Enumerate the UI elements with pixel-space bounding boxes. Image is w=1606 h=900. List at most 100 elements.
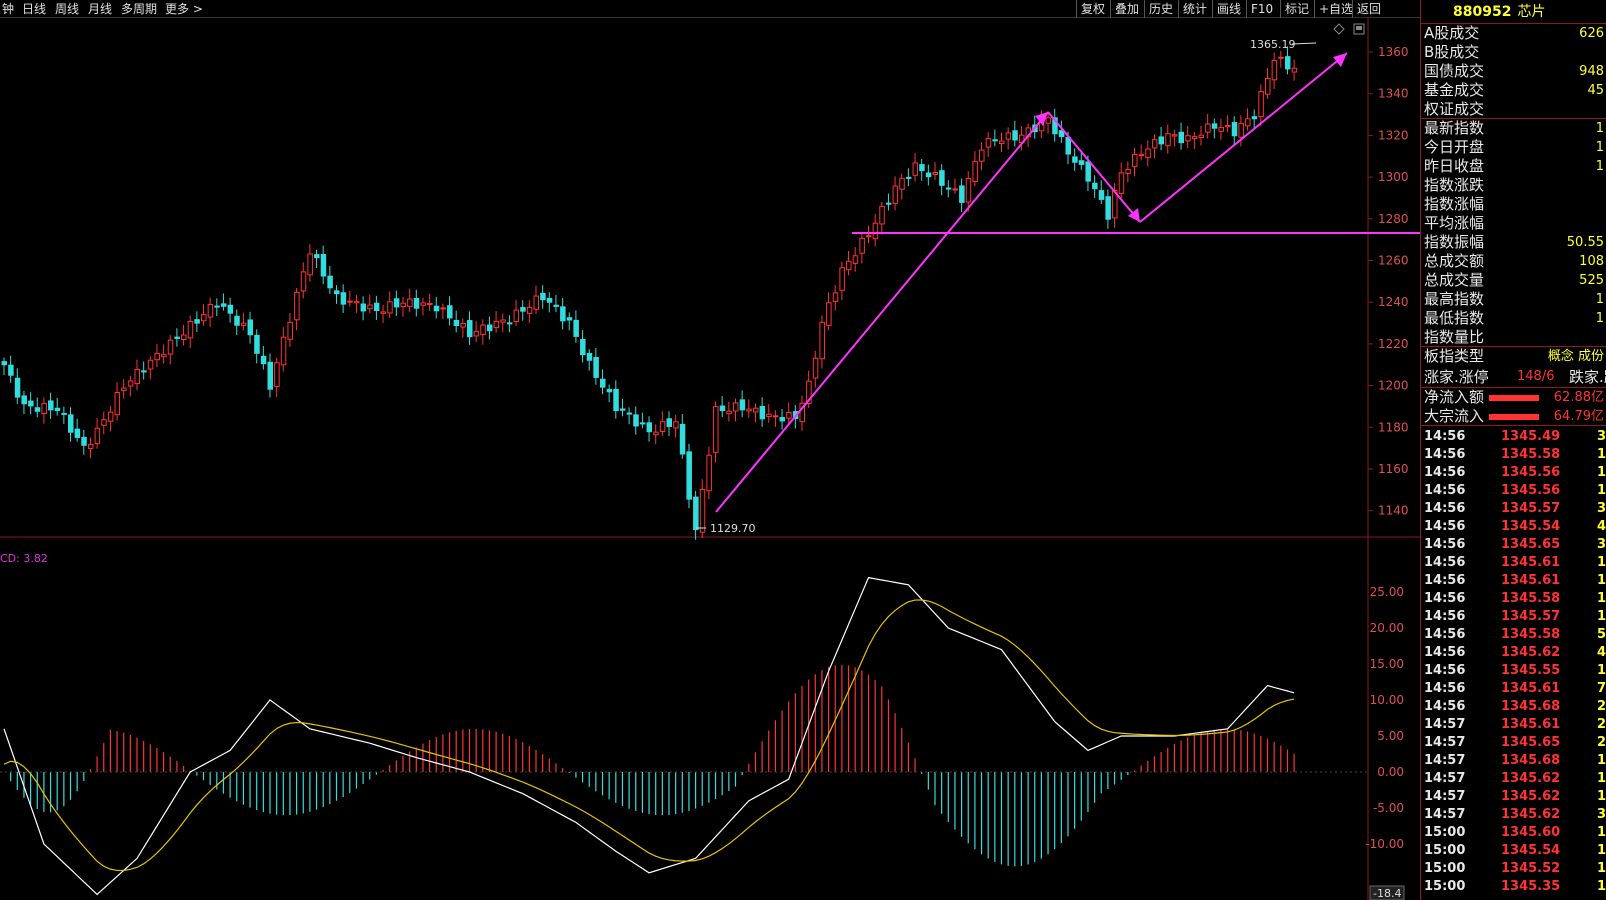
candle-body bbox=[1191, 136, 1198, 140]
candle-body bbox=[54, 407, 61, 412]
macd-indicator-label: CD: 3.82 bbox=[0, 552, 48, 565]
statistics-button[interactable]: 统计 bbox=[1178, 0, 1211, 18]
candle-body bbox=[972, 161, 978, 183]
candle-body bbox=[540, 292, 546, 301]
history-button[interactable]: 历史 bbox=[1144, 0, 1177, 18]
candle-body bbox=[1178, 131, 1185, 144]
candle-body bbox=[493, 320, 500, 329]
stat-row: B股成交 bbox=[1424, 43, 1480, 61]
candle-body bbox=[646, 422, 653, 433]
f10-button[interactable]: F10 bbox=[1246, 0, 1277, 18]
stat-row: 指数振幅 50.55 bbox=[1424, 233, 1604, 251]
candle-body bbox=[94, 427, 101, 445]
multi-period-tab[interactable]: 多周期 bbox=[121, 2, 158, 16]
candle-body bbox=[1218, 126, 1224, 132]
index-info-panel: 880952 芯片 A股成交 626 B股成交 国债成交 948 基金成交 45 权证成交 最新指… bbox=[1420, 0, 1606, 900]
candle-body bbox=[573, 319, 579, 337]
candle-body bbox=[1151, 139, 1158, 149]
add-watchlist-button[interactable]: +自选 bbox=[1314, 0, 1357, 18]
candlestick-series bbox=[1, 46, 1298, 540]
price-tick-label: 1240 bbox=[1378, 295, 1409, 309]
mark-button[interactable]: 标记 bbox=[1280, 0, 1313, 18]
price-tick-label: 1320 bbox=[1378, 128, 1409, 142]
tick-row: 14:56 1345.49 3 bbox=[1424, 429, 1606, 444]
candle-body bbox=[866, 235, 872, 238]
tick-row: 14:56 1345.61 1 bbox=[1424, 573, 1606, 588]
breadth-row: 涨家.涨停 148/6 跌家.跌停 bbox=[1421, 366, 1606, 388]
candle-body bbox=[1098, 190, 1105, 200]
candle-body bbox=[227, 304, 234, 314]
candle-body bbox=[1105, 196, 1111, 220]
candle-body bbox=[41, 402, 47, 415]
candle-body bbox=[1225, 125, 1231, 128]
stat-row: 平均涨幅 bbox=[1424, 214, 1485, 232]
candle-body bbox=[280, 336, 287, 366]
candle-body bbox=[939, 170, 945, 186]
candle-body bbox=[1265, 77, 1271, 95]
window-maximize-icon[interactable] bbox=[1353, 23, 1365, 35]
macd-axis: 25.00 20.00 15.00 10.00 5.00 0.00 -5.00 -10.00 bbox=[1365, 585, 1404, 851]
candle-body bbox=[1058, 130, 1065, 138]
period-monthly-tab[interactable]: 月线 bbox=[88, 2, 113, 16]
candle-body bbox=[161, 353, 167, 358]
tick-row: 15:00 1345.60 1 bbox=[1424, 825, 1606, 840]
period-weekly-tab[interactable]: 周线 bbox=[55, 2, 80, 16]
adjust-button[interactable]: 复权 bbox=[1076, 0, 1109, 18]
window-toggle-icon[interactable] bbox=[1333, 23, 1345, 35]
candle-body bbox=[659, 421, 666, 432]
candle-body bbox=[74, 428, 81, 438]
candle-body bbox=[1132, 153, 1138, 167]
price-tick-label: 1340 bbox=[1378, 87, 1409, 101]
stat-row: 昨日收盘 1 bbox=[1424, 157, 1604, 175]
candle-body bbox=[433, 305, 440, 312]
candle-body bbox=[220, 303, 227, 307]
candle-body bbox=[520, 307, 526, 312]
candle-body bbox=[81, 436, 87, 446]
candle-body bbox=[706, 454, 712, 492]
candle-body bbox=[174, 336, 180, 339]
candle-body bbox=[440, 307, 446, 310]
candle-body bbox=[207, 303, 214, 318]
candle-body bbox=[500, 319, 506, 323]
overlay-button[interactable]: 叠加 bbox=[1110, 0, 1143, 18]
candle-body bbox=[919, 164, 925, 172]
macd-value-box bbox=[1369, 885, 1405, 900]
candle-body bbox=[1284, 56, 1291, 70]
candle-body bbox=[400, 302, 406, 308]
period-minute-tab[interactable]: 钟 bbox=[2, 2, 15, 16]
candle-body bbox=[1231, 122, 1238, 137]
draw-line-button[interactable]: 画线 bbox=[1212, 0, 1245, 18]
candle-body bbox=[214, 305, 220, 308]
candle-body bbox=[686, 451, 692, 500]
candle-body bbox=[726, 410, 732, 415]
candle-body bbox=[1165, 133, 1171, 147]
candle-body bbox=[320, 254, 327, 277]
trend-line-down bbox=[1047, 111, 1141, 223]
macd-histogram bbox=[10, 664, 1295, 867]
stat-row: 今日开盘 1 bbox=[1424, 138, 1604, 156]
stat-row: 最新指数 1 bbox=[1424, 119, 1604, 137]
candle-body bbox=[1045, 117, 1052, 124]
candle-body bbox=[679, 423, 686, 455]
candle-body bbox=[1278, 56, 1284, 59]
candle-body bbox=[713, 406, 719, 453]
more-periods-button[interactable]: 更多 > bbox=[165, 2, 203, 16]
back-button[interactable]: 返回 bbox=[1352, 0, 1385, 18]
candle-body bbox=[619, 408, 626, 411]
stat-row: A股成交 626 bbox=[1424, 24, 1604, 42]
candle-body bbox=[992, 139, 998, 142]
macd-tick-label: 25.00 bbox=[1370, 585, 1404, 599]
tick-row: 14:56 1345.56 1 bbox=[1424, 483, 1606, 498]
period-daily-tab[interactable]: 日线 bbox=[22, 2, 47, 16]
kline-chart[interactable]: 1360 1340 1320 1300 1280 1260 1240 1220 1200 1180… bbox=[0, 0, 1420, 900]
candle-body bbox=[626, 412, 633, 415]
candle-body bbox=[885, 202, 892, 205]
tick-row: 14:56 1345.58 1 bbox=[1424, 591, 1606, 606]
candle-body bbox=[360, 303, 367, 312]
macd-tick-label: 20.00 bbox=[1370, 621, 1404, 635]
candle-body bbox=[287, 321, 293, 340]
candle-body bbox=[154, 353, 160, 361]
tick-row: 14:57 1345.62 3 bbox=[1424, 807, 1606, 822]
candle-body bbox=[1072, 156, 1078, 163]
candle-body bbox=[779, 417, 786, 422]
